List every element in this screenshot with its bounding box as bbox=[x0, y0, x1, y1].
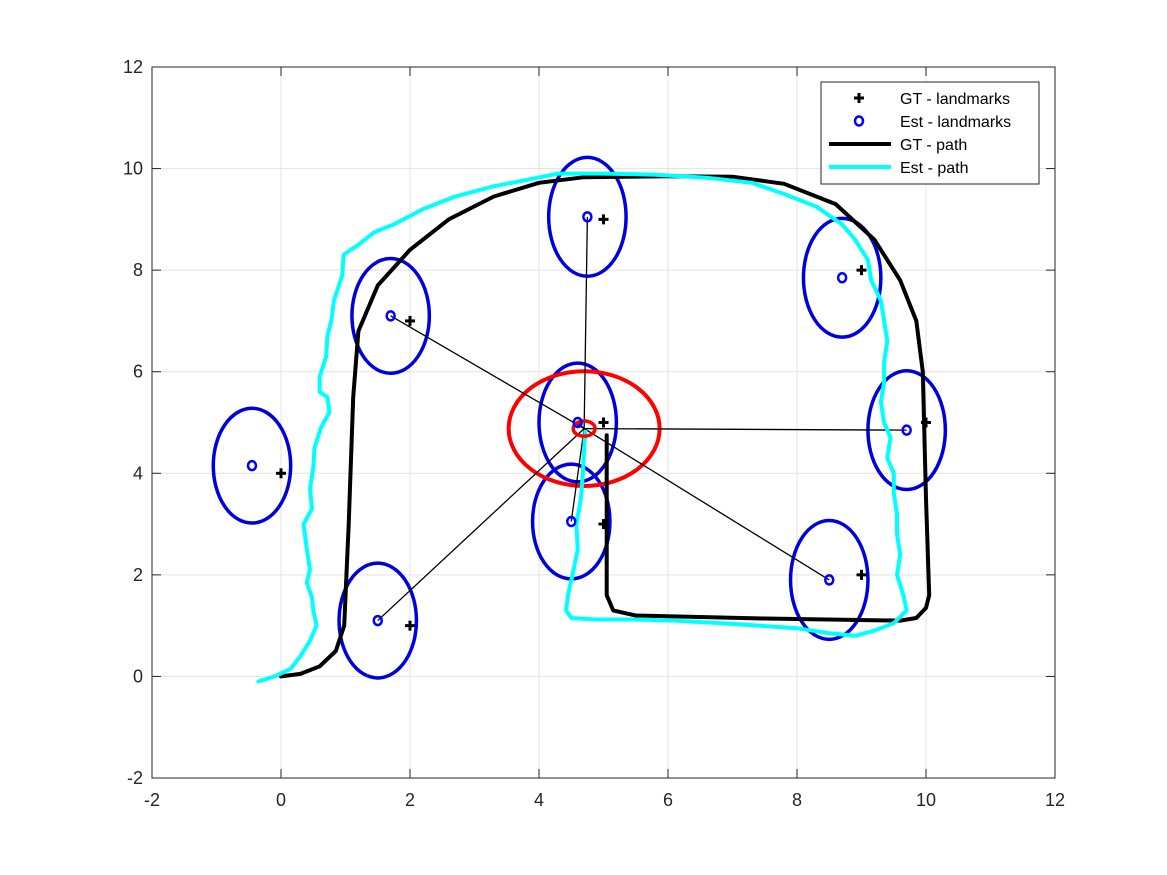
landmark-uncertainty-ellipse bbox=[211, 406, 293, 525]
gt-landmark-marker bbox=[598, 214, 609, 225]
y-tick-label: 6 bbox=[133, 362, 143, 382]
gt-landmark-marker bbox=[405, 620, 415, 631]
est-landmark-marker bbox=[824, 574, 835, 586]
axes-box bbox=[151, 66, 1056, 779]
landmark-uncertainty-ellipse bbox=[537, 361, 619, 484]
legend-label: GT - path bbox=[900, 137, 967, 154]
x-tick-label: 0 bbox=[276, 790, 286, 810]
landmark-uncertainty-ellipse bbox=[788, 518, 870, 642]
est-landmark-marker bbox=[385, 310, 396, 322]
legend-label: GT - landmarks bbox=[900, 91, 1010, 108]
y-tick-label: 4 bbox=[133, 463, 143, 483]
est-landmark-marker bbox=[582, 211, 593, 223]
landmark-uncertainty-ellipse bbox=[337, 561, 419, 680]
legend-marker-circle bbox=[853, 115, 865, 127]
y-tick-label: -2 bbox=[127, 768, 143, 788]
gt-landmark-marker bbox=[856, 265, 867, 276]
observation-line bbox=[583, 216, 589, 429]
y-tick-label: 10 bbox=[123, 159, 143, 179]
est-landmark-marker bbox=[836, 272, 848, 284]
landmark-uncertainty-ellipse bbox=[546, 155, 628, 278]
gt-landmark-marker bbox=[856, 569, 867, 580]
axes: -2 0 2 4 6 8 10 12 -2 0 2 4 6 8 10 12 bbox=[123, 57, 1065, 810]
observation-line bbox=[390, 315, 585, 430]
y-tick-label: 8 bbox=[133, 260, 143, 280]
y-tick-label: 12 bbox=[123, 57, 143, 77]
x-tick-label: 2 bbox=[405, 790, 415, 810]
x-tick-label: 12 bbox=[1045, 790, 1065, 810]
x-tick-label: 6 bbox=[663, 790, 673, 810]
x-tick-label: 4 bbox=[534, 790, 544, 810]
landmark-uncertainty-ellipse bbox=[801, 216, 883, 339]
gt-landmark-marker bbox=[405, 315, 415, 326]
gt-landmark-marker bbox=[276, 468, 286, 479]
y-tick-label: 0 bbox=[133, 666, 143, 686]
x-tick-label: -2 bbox=[144, 790, 160, 810]
observation-line bbox=[583, 428, 830, 581]
x-tick-label: 8 bbox=[792, 790, 802, 810]
legend-label: Est - path bbox=[900, 160, 968, 177]
legend: GT - landmarks Est - landmarks GT - path Es… bbox=[820, 81, 1040, 185]
est-landmark-marker bbox=[572, 416, 583, 429]
est-path-line bbox=[256, 171, 909, 684]
gt-landmark-marker bbox=[598, 417, 609, 428]
observation-line bbox=[377, 428, 585, 622]
est-landmark-marker bbox=[246, 459, 258, 472]
legend-label: Est - landmarks bbox=[900, 114, 1011, 131]
plot-elements bbox=[211, 155, 948, 684]
est-landmark-marker bbox=[372, 614, 383, 627]
y-tick-label: 2 bbox=[133, 565, 143, 585]
gt-landmark-marker bbox=[921, 417, 931, 428]
x-tick-label: 10 bbox=[916, 790, 936, 810]
est-landmark-marker bbox=[901, 424, 912, 436]
gt-landmark-marker bbox=[598, 519, 609, 530]
observation-line bbox=[570, 428, 585, 522]
landmark-uncertainty-ellipse bbox=[350, 256, 432, 375]
robot-pose-marker bbox=[571, 419, 597, 438]
gt-path-line bbox=[279, 174, 932, 679]
est-landmark-marker bbox=[566, 515, 577, 528]
observation-line bbox=[584, 427, 907, 431]
